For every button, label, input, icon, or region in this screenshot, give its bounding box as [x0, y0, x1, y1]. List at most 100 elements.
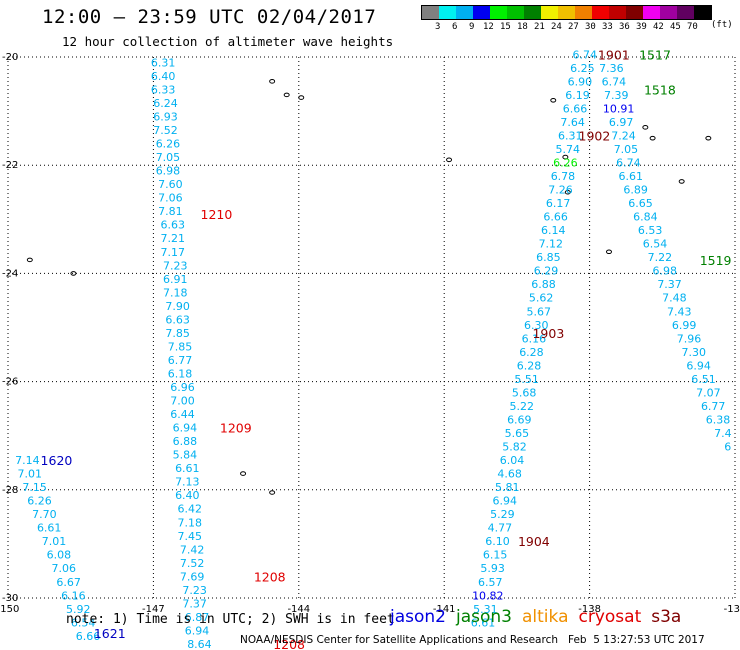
color-scale-label: 6 — [452, 22, 458, 32]
wave-height-value: 7.42 — [180, 543, 205, 556]
wave-height-value: 7.69 — [180, 570, 205, 583]
island-outline — [446, 157, 453, 163]
wave-height-value: 6.94 — [493, 495, 518, 508]
wave-height-value: 7.18 — [163, 286, 188, 299]
wave-height-value: 6 — [724, 441, 731, 454]
wave-height-value: 6.61 — [37, 522, 62, 535]
wave-height-value: 6.74 — [616, 156, 641, 169]
wave-height-value: 7.90 — [165, 300, 190, 313]
map-title: 12:00 – 23:59 UTC 02/04/2017 — [42, 6, 377, 28]
wave-height-value: 6.66 — [543, 211, 568, 224]
satellite-legend-altika: altika — [522, 607, 569, 627]
wave-height-value: 6.26 — [156, 138, 181, 151]
wave-height-value: 6.61 — [471, 616, 496, 629]
wave-height-value: 7.64 — [560, 116, 585, 129]
wave-height-value: 7.06 — [158, 192, 183, 205]
wave-height-value: 6.61 — [619, 170, 644, 183]
wave-height-value: 10.82 — [472, 589, 504, 602]
satellite-legend-cryosat: cryosat — [578, 607, 642, 627]
wave-height-value: 6.77 — [168, 354, 193, 367]
color-scale-cell — [524, 6, 541, 19]
wave-height-value: 7.01 — [18, 468, 43, 481]
island-outline — [283, 92, 290, 98]
wave-height-value: 7.17 — [161, 246, 186, 259]
wave-height-value: 7.4 — [714, 427, 732, 440]
color-scale-cell — [592, 6, 609, 19]
island-outline — [564, 189, 571, 195]
wave-height-value: 6.10 — [485, 535, 510, 548]
wave-height-value: 5.81 — [495, 481, 520, 494]
wave-height-value: 5.67 — [526, 305, 551, 318]
wave-height-value: 6.84 — [633, 211, 658, 224]
pass-time-label: 1901 — [598, 47, 630, 62]
satellite-legend: jason2 jason3 altika cryosat s3a — [390, 607, 691, 627]
y-tick-label: -24 — [2, 268, 18, 279]
time-labels: 1210 1209 1208 1208 1620 1621 1901 1902 1903 1904… — [41, 47, 732, 650]
wave-height-value: 7.30 — [682, 346, 707, 359]
wave-height-value: 7.12 — [539, 238, 564, 251]
wave-height-value: 6.14 — [541, 224, 566, 237]
wave-height-value: 6.89 — [623, 184, 648, 197]
wave-height-value: 7.48 — [662, 292, 687, 305]
y-tick-label: -22 — [2, 160, 18, 171]
wave-height-value: 6.31 — [558, 129, 583, 142]
wave-height-value: 6.15 — [483, 549, 508, 562]
x-tick-label: -150 — [0, 604, 19, 615]
wave-height-value: 6.63 — [165, 313, 190, 326]
pass-time-label: 1620 — [41, 453, 73, 468]
color-scale-label: 36 — [619, 22, 630, 32]
wave-height-value: 6.67 — [56, 576, 81, 589]
island-outline — [298, 95, 305, 100]
wave-height-value: 6.90 — [568, 75, 593, 88]
wave-height-value: 6.08 — [47, 549, 72, 562]
wave-height-value: 7.81 — [158, 205, 183, 218]
wave-height-value: 6.66 — [563, 102, 588, 115]
color-scale-cell — [694, 6, 711, 19]
wave-height-value: 6.63 — [161, 219, 186, 232]
track-1620-1621: 7.147.017.156.267.706.617.016.087.066.67… — [15, 454, 100, 643]
color-scale-label: 21 — [534, 22, 545, 32]
wave-height-value: 7.52 — [180, 557, 205, 570]
color-scale-label: 39 — [636, 22, 647, 32]
color-scale-cell — [626, 6, 643, 19]
island-outline — [642, 125, 649, 130]
wave-height-value: 7.07 — [696, 386, 721, 399]
wave-height-value: 7.18 — [178, 516, 203, 529]
pass-time-label: 1903 — [532, 326, 564, 341]
wave-height-value: 7.36 — [599, 62, 624, 75]
wave-height-value: 6.77 — [701, 400, 726, 413]
island-outline — [649, 135, 656, 141]
color-scale-label: 24 — [551, 22, 562, 32]
color-scale-label: 9 — [469, 22, 475, 32]
wave-height-value: 7.01 — [42, 535, 67, 548]
color-scale-cell — [473, 6, 490, 19]
wave-height-value: 6.96 — [170, 381, 195, 394]
wave-height-value: 7.85 — [165, 327, 190, 340]
wave-height-value: 6.30 — [524, 319, 549, 332]
track-1901-1904: 6.746.256.906.196.667.646.315.746.266.78… — [471, 48, 597, 629]
wave-height-value: 6.33 — [151, 83, 176, 96]
wave-height-value: 7.60 — [158, 178, 183, 191]
color-scale-label: 27 — [568, 22, 579, 32]
wave-height-value: 7.23 — [182, 584, 207, 597]
wave-height-value: 6.94 — [185, 624, 210, 637]
wave-height-value: 6.57 — [478, 576, 503, 589]
wave-height-value: 6.51 — [691, 373, 716, 386]
color-scale-cell — [643, 6, 660, 19]
wave-height-value: 7.52 — [153, 124, 178, 137]
color-scale-label: 3 — [435, 22, 441, 32]
color-scale-cell — [507, 6, 524, 19]
wave-height-value: 6.78 — [551, 170, 576, 183]
wave-height-value: 6.98 — [156, 165, 181, 178]
pass-time-label: 1904 — [518, 534, 550, 549]
pass-time-label: 1621 — [94, 626, 126, 641]
wave-height-value: 7.96 — [677, 332, 702, 345]
wave-height-value: 6.74 — [573, 48, 598, 61]
wave-height-value: 6.25 — [570, 62, 595, 75]
wave-height-value: 6.91 — [163, 273, 188, 286]
x-tick-label: -144 — [287, 604, 310, 615]
island-outline — [26, 257, 33, 263]
color-scale-cell — [660, 6, 677, 19]
wave-height-value: 6.65 — [628, 197, 653, 210]
